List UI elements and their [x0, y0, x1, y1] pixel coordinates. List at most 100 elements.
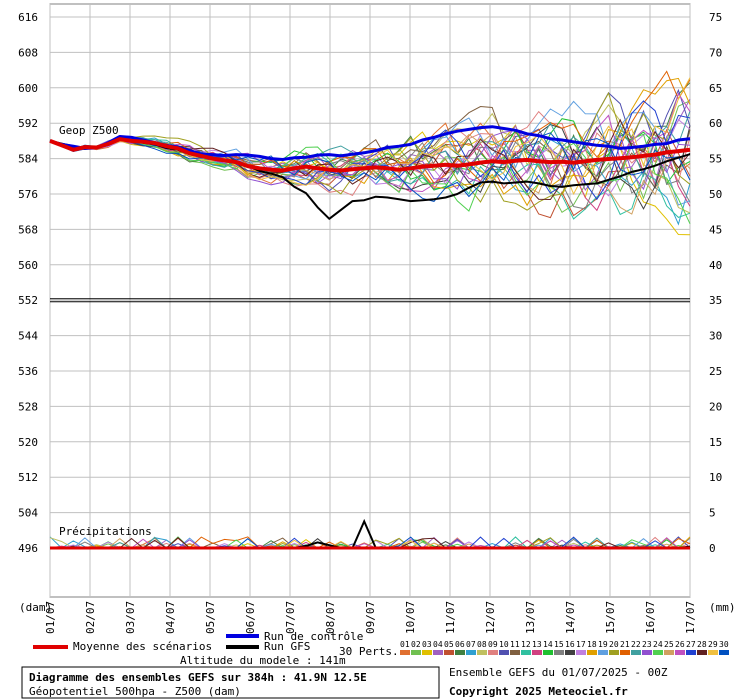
pert-number: 26 — [675, 640, 685, 649]
x-tick-label: 01/07 — [44, 601, 57, 634]
x-tick-label: 08/07 — [324, 601, 337, 634]
precip-panel-label: Précipitations — [59, 525, 152, 538]
x-tick-label: 10/07 — [404, 601, 417, 634]
pert-number: 02 — [411, 640, 421, 649]
left-tick-label: 544 — [18, 330, 38, 343]
pert-number: 07 — [466, 640, 476, 649]
pert-swatch — [400, 650, 410, 655]
pert-number: 09 — [488, 640, 498, 649]
left-tick-label: 504 — [18, 507, 38, 520]
pert-swatch — [576, 650, 586, 655]
pert-number: 16 — [565, 640, 575, 649]
pert-number: 22 — [631, 640, 641, 649]
pert-number: 05 — [444, 640, 454, 649]
pert-swatch — [653, 650, 663, 655]
x-tick-label: 06/07 — [244, 601, 257, 634]
footer-ensemble: Ensemble GEFS du 01/07/2025 - 00Z — [449, 666, 668, 679]
left-tick-label: 616 — [18, 11, 38, 24]
series-line-0 — [49, 137, 691, 173]
pert-number: 19 — [598, 640, 608, 649]
pert-number: 18 — [587, 640, 597, 649]
pert-number: 11 — [510, 640, 520, 649]
main-series — [49, 125, 691, 550]
left-tick-label: 560 — [18, 259, 38, 272]
pert-number: 15 — [554, 640, 564, 649]
pert-swatch — [631, 650, 641, 655]
x-axis-dates: 01/07 02/07 03/07 04/07 05/07 06/07 07/07 08/07… — [44, 601, 697, 634]
pert-swatch — [620, 650, 630, 655]
left-unit-label: (dam) — [19, 601, 52, 614]
pert-swatch — [686, 650, 696, 655]
legend-perturbation-swatches: 01 02 03 04 05 06 07 08 09 10 11 12 13 14 15 16 17 18 19 20… — [400, 640, 729, 655]
pert-swatch — [565, 650, 575, 655]
x-tick-label: 11/07 — [444, 601, 457, 634]
altitude-label: Altitude du modele : 141m — [180, 654, 346, 667]
right-tick-label: 45 — [709, 223, 722, 236]
pert-number: 12 — [521, 640, 531, 649]
left-tick-label: 584 — [18, 153, 38, 166]
right-tick-label: 35 — [709, 294, 722, 307]
right-unit-label: (mm) — [709, 601, 736, 614]
pert-swatch — [642, 650, 652, 655]
right-tick-label: 60 — [709, 117, 722, 130]
x-tick-label: 14/07 — [564, 601, 577, 634]
pert-number: 01 — [400, 640, 410, 649]
pert-number: 24 — [653, 640, 663, 649]
pert-line — [49, 132, 691, 202]
pert-line — [49, 137, 691, 220]
footer-subtitle: Géopotentiel 500hpa - Z500 (dam) — [29, 685, 241, 698]
x-tick-label: 05/07 — [204, 601, 217, 634]
pert-swatch — [510, 650, 520, 655]
left-tick-label: 576 — [18, 188, 38, 201]
right-tick-label: 50 — [709, 188, 722, 201]
x-tick-label: 04/07 — [164, 601, 177, 634]
pert-number: 20 — [609, 640, 619, 649]
pert-swatch — [697, 650, 707, 655]
pert-swatch — [675, 650, 685, 655]
pert-number: 27 — [686, 640, 696, 649]
left-tick-label: 496 — [18, 542, 38, 555]
pert-swatch — [587, 650, 597, 655]
pert-number: 04 — [433, 640, 443, 649]
pert-swatch — [543, 650, 553, 655]
pert-number: 06 — [455, 640, 465, 649]
pert-swatch — [411, 650, 421, 655]
pert-swatch — [532, 650, 542, 655]
right-tick-label: 70 — [709, 46, 722, 59]
legend-mean-label: Moyenne des scénarios — [73, 640, 212, 653]
x-tick-label: 07/07 — [284, 601, 297, 634]
right-tick-label: 55 — [709, 153, 722, 166]
pert-number: 21 — [620, 640, 630, 649]
legend-perts-label: 30 Perts. — [339, 645, 399, 658]
left-tick-label: 608 — [18, 46, 38, 59]
x-tick-label: 15/07 — [604, 601, 617, 634]
pert-swatch — [499, 650, 509, 655]
pert-number: 03 — [422, 640, 432, 649]
left-tick-label: 568 — [18, 223, 38, 236]
x-tick-label: 13/07 — [524, 601, 537, 634]
pert-swatch — [477, 650, 487, 655]
pert-number: 25 — [664, 640, 674, 649]
right-tick-label: 10 — [709, 471, 722, 484]
pert-swatch — [719, 650, 729, 655]
pert-swatch — [433, 650, 443, 655]
pert-number: 30 — [719, 640, 729, 649]
right-tick-label: 15 — [709, 436, 722, 449]
pert-swatch — [664, 650, 674, 655]
pert-number: 14 — [543, 640, 553, 649]
pert-number: 13 — [532, 640, 542, 649]
x-tick-label: 16/07 — [644, 601, 657, 634]
right-tick-label: 75 — [709, 11, 722, 24]
pert-number: 23 — [642, 640, 652, 649]
left-tick-label: 552 — [18, 294, 38, 307]
footer-copyright: Copyright 2025 Meteociel.fr — [449, 685, 628, 698]
pert-swatch — [554, 650, 564, 655]
geop-panel-label: Geop Z500 — [59, 124, 119, 137]
pert-swatch — [598, 650, 608, 655]
legend-control-label: Run de contrôle — [264, 630, 363, 643]
left-tick-label: 536 — [18, 365, 38, 378]
pert-line — [49, 98, 691, 191]
footer-title: Diagramme des ensembles GEFS sur 384h : … — [29, 671, 367, 684]
